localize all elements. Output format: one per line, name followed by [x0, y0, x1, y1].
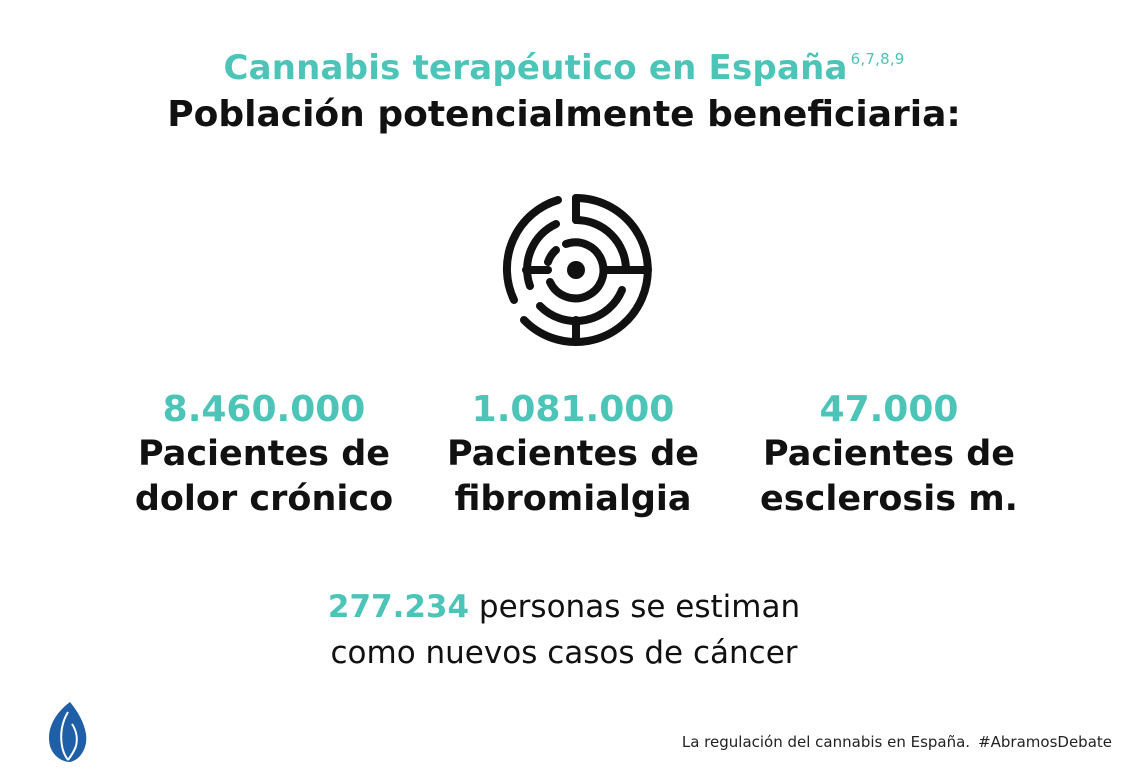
cancer-summary: 277.234 personas se estiman como nuevos … — [0, 584, 1128, 676]
stat-value: 1.081.000 — [471, 389, 675, 430]
leaf-logo-svg — [48, 702, 87, 762]
page-title: Cannabis terapéutico en España 6,7,8,9 — [0, 48, 1128, 88]
footer: La regulación del cannabis en España. #Ab… — [682, 733, 1112, 751]
title-references: 6,7,8,9 — [850, 50, 905, 68]
stat-label-line1: Pacientes de — [446, 434, 699, 474]
leaf-logo-icon — [44, 700, 90, 764]
stat-label-line2: dolor crónico — [134, 479, 394, 519]
title-text: Cannabis terapéutico en España — [223, 48, 848, 88]
stat-label-line1: Pacientes de — [137, 434, 390, 474]
stat-label-line2: fibromialgia — [454, 479, 692, 519]
stat-label-line2: esclerosis m. — [760, 479, 1018, 519]
stat-multiple-sclerosis: 47.000 Pacientes de esclerosis m. — [724, 388, 1054, 522]
stat-label-line1: Pacientes de — [762, 434, 1015, 474]
stat-chronic-pain: 8.460.000 Pacientes de dolor crónico — [99, 388, 429, 522]
maze-icon — [496, 190, 656, 350]
stat-value: 8.460.000 — [162, 389, 366, 430]
stat-value: 47.000 — [819, 389, 959, 430]
summary-highlight: 277.234 — [327, 589, 470, 625]
summary-line1-rest: personas se estiman — [469, 589, 801, 625]
footer-text: La regulación del cannabis en España. — [681, 733, 971, 751]
page-subtitle: Población potencialmente beneficiaria: — [167, 94, 961, 135]
summary-line1: 277.234 personas se estiman — [0, 584, 1128, 630]
maze-icon-svg — [502, 194, 652, 346]
footer-hashtag: #AbramosDebate — [978, 733, 1112, 751]
stat-fibromyalgia: 1.081.000 Pacientes de fibromialgia — [408, 388, 738, 522]
summary-line2: como nuevos casos de cáncer — [330, 635, 798, 671]
